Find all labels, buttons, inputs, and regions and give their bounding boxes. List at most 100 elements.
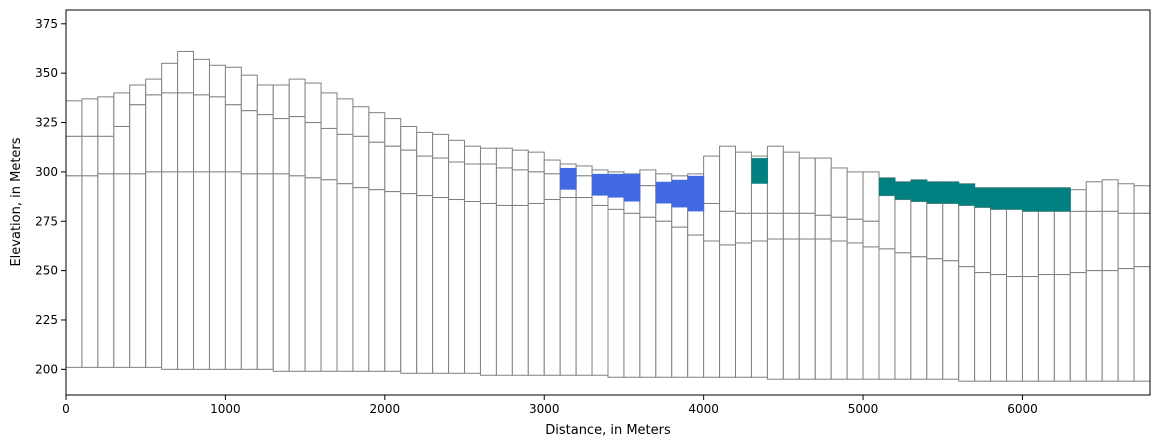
teal-fill-col58 bbox=[990, 187, 1008, 210]
x-tick-label: 4000 bbox=[688, 402, 719, 416]
cell-col0-layer3 bbox=[65, 175, 83, 368]
cell-col66-layer2 bbox=[1117, 212, 1135, 270]
model-cells bbox=[65, 50, 1151, 382]
blue-fill-col37 bbox=[655, 181, 673, 204]
cell-col67-layer3 bbox=[1133, 266, 1151, 382]
cell-col53-layer2 bbox=[910, 201, 928, 258]
cell-col48-layer3 bbox=[830, 240, 848, 380]
cell-col37-layer3 bbox=[655, 220, 673, 378]
teal-fill-col60 bbox=[1022, 187, 1039, 212]
cell-col40-layer1 bbox=[703, 155, 721, 204]
cell-col24-layer1 bbox=[448, 139, 466, 163]
x-tick-label: 1000 bbox=[210, 402, 241, 416]
cell-col58-layer2 bbox=[990, 208, 1008, 276]
cell-col21-layer2 bbox=[400, 149, 418, 195]
cell-col20-layer1 bbox=[384, 118, 402, 147]
cell-col43-layer2 bbox=[750, 212, 768, 242]
cell-col3-layer1 bbox=[113, 92, 131, 127]
cell-col6-layer1 bbox=[161, 62, 179, 94]
cell-col18-layer2 bbox=[352, 135, 370, 189]
cell-col22-layer3 bbox=[416, 195, 434, 374]
cell-col56-layer3 bbox=[958, 266, 976, 382]
cell-col25-layer1 bbox=[464, 145, 481, 165]
cell-col67-layer1 bbox=[1133, 185, 1151, 214]
cell-col17-layer3 bbox=[336, 183, 354, 372]
y-tick-label: 300 bbox=[35, 165, 58, 179]
cell-col2-layer3 bbox=[97, 173, 115, 368]
blue-fill-col38 bbox=[671, 179, 689, 208]
cell-col19-layer1 bbox=[368, 112, 386, 143]
cell-col32-layer3 bbox=[575, 197, 593, 376]
cell-col12-layer2 bbox=[256, 114, 274, 175]
teal-fill-col61 bbox=[1038, 187, 1055, 212]
cell-col28-layer2 bbox=[511, 169, 529, 206]
cell-col46-layer1 bbox=[798, 157, 816, 214]
cell-col4-layer2 bbox=[129, 104, 147, 175]
blue-fill-col39 bbox=[687, 175, 705, 212]
cell-col9-layer1 bbox=[208, 64, 226, 98]
teal-fill-col54 bbox=[926, 181, 944, 204]
cell-col10-layer1 bbox=[224, 66, 242, 106]
cell-col5-layer2 bbox=[145, 94, 163, 173]
cell-col41-layer2 bbox=[719, 210, 737, 246]
cell-col48-layer2 bbox=[830, 216, 848, 242]
cell-col29-layer3 bbox=[527, 202, 545, 376]
cell-col11-layer3 bbox=[240, 173, 258, 370]
cell-col42-layer2 bbox=[735, 212, 752, 244]
cell-col51-layer2 bbox=[878, 195, 896, 250]
cell-col25-layer2 bbox=[464, 163, 481, 203]
cell-col11-layer2 bbox=[240, 110, 258, 175]
cell-col15-layer3 bbox=[304, 177, 322, 372]
cell-col8-layer1 bbox=[193, 58, 210, 96]
cell-col66-layer1 bbox=[1117, 183, 1135, 214]
cell-col56-layer2 bbox=[958, 204, 976, 268]
cell-col61-layer3 bbox=[1037, 274, 1055, 382]
cell-col64-layer2 bbox=[1085, 210, 1103, 272]
cell-col15-layer1 bbox=[304, 82, 322, 124]
cell-col64-layer3 bbox=[1085, 270, 1103, 382]
cell-col51-layer3 bbox=[878, 248, 896, 380]
cell-col39-layer3 bbox=[687, 234, 705, 378]
teal-fill-col52 bbox=[894, 181, 912, 200]
cell-col44-layer3 bbox=[766, 238, 784, 380]
cell-col31-layer3 bbox=[559, 197, 577, 376]
cell-col25-layer3 bbox=[464, 201, 481, 374]
cell-col13-layer1 bbox=[272, 84, 290, 120]
cell-col63-layer3 bbox=[1069, 272, 1087, 382]
cell-col49-layer3 bbox=[846, 242, 864, 380]
cell-col50-layer3 bbox=[862, 246, 880, 380]
cell-col65-layer3 bbox=[1101, 270, 1119, 382]
cell-col49-layer2 bbox=[846, 218, 864, 244]
y-tick-label: 350 bbox=[35, 66, 58, 80]
cell-col28-layer1 bbox=[511, 149, 529, 171]
cell-col16-layer3 bbox=[320, 179, 338, 372]
teal-fill-col57 bbox=[974, 187, 992, 208]
cell-col57-layer2 bbox=[974, 206, 992, 274]
plot-frame bbox=[65, 9, 1151, 396]
cell-col36-layer1 bbox=[639, 169, 657, 187]
cell-col29-layer2 bbox=[527, 171, 545, 204]
cell-col38-layer3 bbox=[671, 226, 689, 378]
cell-col24-layer3 bbox=[448, 199, 466, 374]
cell-col28-layer3 bbox=[511, 204, 529, 376]
blue-fill-col31 bbox=[560, 167, 577, 190]
cell-col59-layer3 bbox=[1006, 276, 1023, 382]
teal-fill-col53 bbox=[910, 179, 928, 202]
y-axis-label: Elevation, in Meters bbox=[9, 137, 24, 266]
cell-col26-layer2 bbox=[479, 163, 497, 204]
teal-fill-col59 bbox=[1006, 187, 1023, 210]
cell-col41-layer3 bbox=[719, 244, 737, 378]
cell-col36-layer3 bbox=[639, 216, 657, 378]
cell-col23-layer1 bbox=[432, 133, 450, 159]
cell-col61-layer2 bbox=[1037, 210, 1055, 276]
blue-fill-col35 bbox=[623, 173, 641, 202]
cell-col27-layer2 bbox=[495, 167, 513, 206]
x-tick-label: 3000 bbox=[529, 402, 560, 416]
teal-fill-col51 bbox=[879, 177, 896, 196]
cell-col12-layer1 bbox=[256, 84, 274, 116]
cell-col50-layer1 bbox=[862, 171, 880, 222]
cell-col53-layer3 bbox=[910, 256, 928, 380]
cell-col46-layer2 bbox=[798, 212, 816, 240]
cell-col18-layer3 bbox=[352, 187, 370, 372]
cell-col54-layer3 bbox=[926, 258, 944, 380]
